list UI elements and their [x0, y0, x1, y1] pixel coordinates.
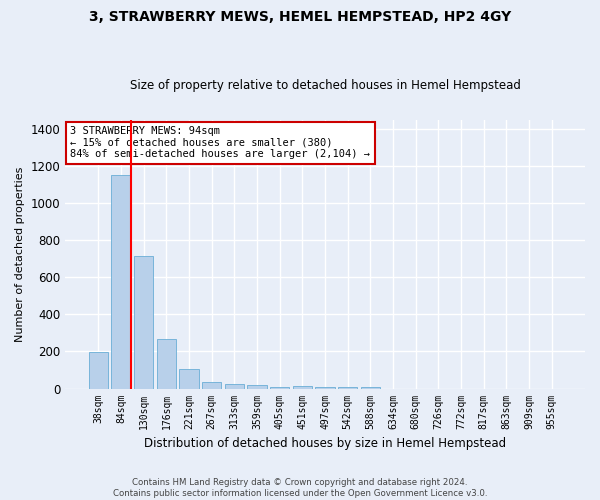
Bar [225, 384, 244, 388]
Y-axis label: Number of detached properties: Number of detached properties [15, 166, 25, 342]
Bar [270, 386, 289, 388]
Text: Contains HM Land Registry data © Crown copyright and database right 2024.
Contai: Contains HM Land Registry data © Crown c… [113, 478, 487, 498]
Bar [179, 368, 199, 388]
Bar [89, 352, 108, 388]
Title: Size of property relative to detached houses in Hemel Hempstead: Size of property relative to detached ho… [130, 79, 521, 92]
Bar [316, 386, 335, 388]
X-axis label: Distribution of detached houses by size in Hemel Hempstead: Distribution of detached houses by size … [144, 437, 506, 450]
Text: 3, STRAWBERRY MEWS, HEMEL HEMPSTEAD, HP2 4GY: 3, STRAWBERRY MEWS, HEMEL HEMPSTEAD, HP2… [89, 10, 511, 24]
Bar [247, 385, 267, 388]
Bar [202, 382, 221, 388]
Bar [338, 386, 358, 388]
Bar [134, 256, 154, 388]
Bar [112, 175, 131, 388]
Bar [157, 340, 176, 388]
Bar [361, 386, 380, 388]
Bar [293, 386, 312, 388]
Text: 3 STRAWBERRY MEWS: 94sqm
← 15% of detached houses are smaller (380)
84% of semi-: 3 STRAWBERRY MEWS: 94sqm ← 15% of detach… [70, 126, 370, 160]
